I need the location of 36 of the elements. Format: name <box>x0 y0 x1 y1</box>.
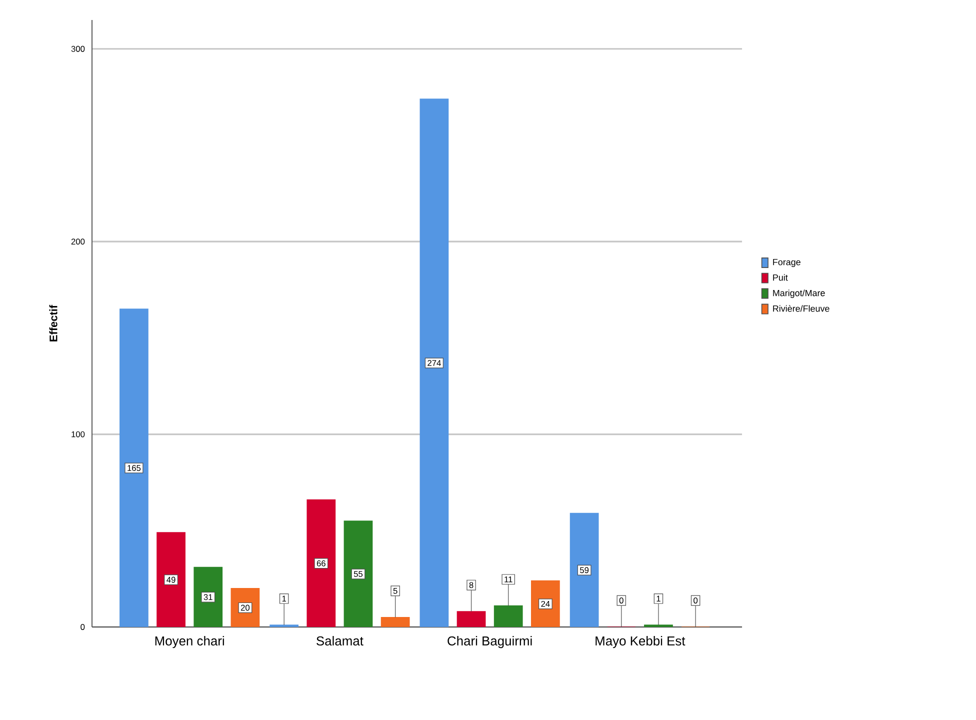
y-tick-label: 200 <box>71 238 85 245</box>
legend-label: Rivière/Fleuve <box>773 305 830 312</box>
y-axis-title: Effectif <box>49 304 58 342</box>
bar <box>380 616 410 627</box>
data-label: 165 <box>128 465 141 471</box>
x-tick-label: Salamat <box>316 636 364 646</box>
legend-label: Marigot/Mare <box>773 290 825 298</box>
data-label: 49 <box>166 576 176 583</box>
bar <box>420 98 449 627</box>
bar <box>120 308 148 627</box>
x-tick-label: Mayo Kebbi Est <box>596 636 686 648</box>
data-label: 1 <box>656 596 660 602</box>
data-label: 24 <box>541 600 550 607</box>
data-label: 59 <box>580 567 589 574</box>
data-label: 8 <box>469 582 474 588</box>
x-tick-label: Moyen chari <box>155 636 224 648</box>
bar <box>156 532 186 627</box>
data-label: 20 <box>240 604 250 611</box>
legend-label: Forage <box>773 259 800 268</box>
x-tick-label: Chari Baguirmi <box>448 636 532 648</box>
data-label: 0 <box>619 598 624 604</box>
data-label: 274 <box>428 360 441 366</box>
y-tick-label: 0 <box>80 624 85 630</box>
data-label: 55 <box>354 571 363 577</box>
data-label: 1 <box>282 596 286 602</box>
data-label: 0 <box>694 598 698 604</box>
bar <box>570 512 599 627</box>
bar <box>306 499 336 627</box>
legend-label: Puit <box>773 274 788 281</box>
y-tick-label: 100 <box>72 431 85 438</box>
data-label: 5 <box>393 588 398 594</box>
data-label: 11 <box>504 576 512 582</box>
bar <box>456 611 486 627</box>
data-label: 31 <box>204 594 212 600</box>
data-label: 66 <box>316 560 326 566</box>
y-tick-label: 300 <box>71 46 85 52</box>
